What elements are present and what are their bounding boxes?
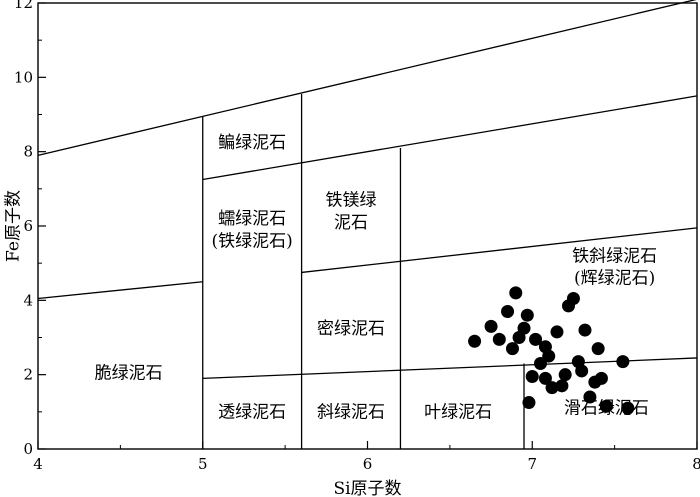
y-axis-title: Fe原子数 [4, 190, 24, 262]
y-tick-label: 4 [23, 291, 33, 309]
y-axis: 0 2 4 6 8 10 12 [14, 0, 46, 458]
data-point [522, 396, 536, 410]
region-label: 鳊绿泥石 [218, 133, 286, 153]
data-point [505, 342, 519, 356]
x-axis: 4 5 6 7 8 [33, 441, 700, 473]
data-point [468, 334, 482, 348]
region-label: (铁绿泥石) [212, 231, 293, 251]
y-tick-label: 0 [23, 440, 33, 458]
region-label: 滑石绿泥石 [564, 399, 649, 419]
region-label: 铁镁绿 [326, 191, 377, 211]
data-point [484, 319, 498, 333]
x-tick-label: 5 [198, 455, 208, 473]
data-point [492, 332, 506, 346]
region-label: 透绿泥石 [218, 402, 286, 422]
y-tick-label: 12 [14, 0, 33, 12]
y-tick-label: 8 [23, 143, 33, 161]
data-point [550, 325, 564, 339]
data-point [578, 323, 592, 337]
boundary-lines [37, 0, 698, 449]
data-point [555, 379, 569, 393]
data-point [509, 286, 523, 300]
data-point [501, 304, 515, 318]
region-label: 叶绿泥石 [424, 402, 492, 422]
y-tick-label: 6 [23, 217, 33, 235]
data-point [529, 332, 543, 346]
boundary-line [202, 357, 698, 380]
data-point [599, 399, 613, 413]
y-tick-label: 10 [14, 68, 33, 86]
data-point [542, 349, 556, 363]
region-label: (辉绿泥石) [574, 269, 655, 289]
y-tick-label: 2 [23, 366, 33, 384]
region-label: 蠕绿泥石 [218, 209, 286, 229]
data-point [621, 401, 635, 415]
data-point [591, 342, 605, 356]
boundary-line [37, 0, 697, 157]
data-point [538, 371, 552, 385]
x-tick-label: 6 [363, 455, 373, 473]
data-point [533, 357, 547, 371]
data-points [468, 286, 635, 415]
boundary-line [202, 95, 698, 181]
data-point [517, 321, 531, 335]
data-point [520, 308, 534, 322]
region-label: 铁斜绿泥石 [572, 246, 657, 266]
x-axis-title: Si原子数 [333, 479, 401, 497]
data-point [594, 371, 608, 385]
region-label: 脆绿泥石 [95, 363, 163, 383]
boundary-line [301, 227, 698, 274]
x-tick-label: 7 [527, 455, 537, 473]
data-point [558, 368, 572, 382]
data-point [616, 355, 630, 369]
data-point [575, 364, 589, 378]
data-point [583, 390, 597, 404]
region-label: 泥石 [334, 213, 368, 233]
data-point [525, 370, 539, 384]
region-label: 斜绿泥石 [317, 402, 385, 422]
boundary-line [37, 281, 203, 300]
data-point [566, 291, 580, 305]
x-tick-label: 8 [692, 455, 700, 473]
x-tick-label: 4 [33, 455, 43, 473]
data-point [545, 381, 559, 395]
region-label: 密绿泥石 [317, 319, 385, 339]
